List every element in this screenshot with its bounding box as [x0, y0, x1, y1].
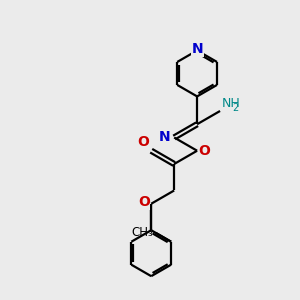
Text: O: O — [199, 144, 211, 158]
Text: O: O — [138, 195, 150, 209]
Text: NH: NH — [221, 97, 240, 110]
Text: CH₃: CH₃ — [132, 226, 153, 239]
Text: O: O — [137, 135, 149, 149]
Text: N: N — [159, 130, 171, 145]
Text: N: N — [191, 42, 203, 56]
Text: 2: 2 — [232, 103, 238, 113]
